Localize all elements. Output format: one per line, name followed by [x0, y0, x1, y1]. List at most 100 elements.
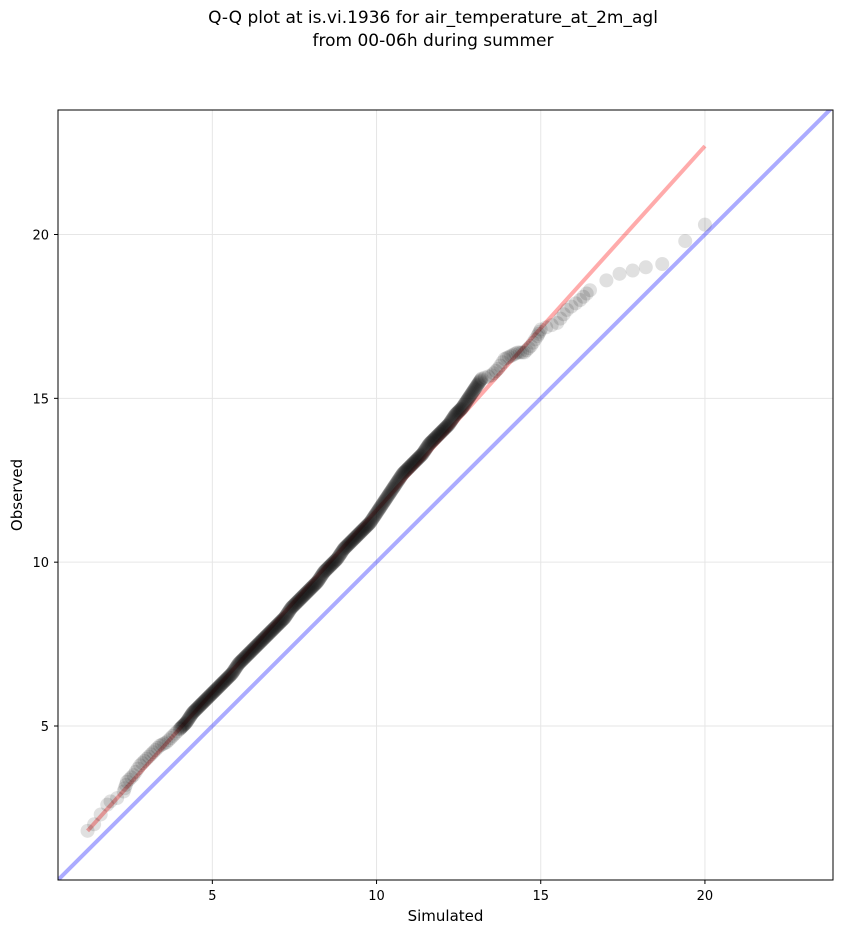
data-point — [530, 329, 545, 344]
data-point-interp — [220, 671, 235, 686]
data-point — [316, 565, 331, 579]
data-point-interp — [268, 620, 283, 635]
data-point-interp — [328, 553, 343, 568]
data-point-interp — [230, 658, 245, 673]
data-point — [395, 466, 410, 481]
data-point-interp — [263, 624, 278, 639]
x-axis-ticks: 5 10 15 20 — [208, 880, 713, 904]
data-point — [323, 558, 338, 573]
data-point-interp — [202, 689, 217, 704]
data-point-interp — [324, 557, 339, 572]
data-point-interp — [420, 440, 435, 455]
data-point — [497, 352, 512, 367]
data-point-interp — [531, 326, 546, 341]
data-point-interp — [248, 640, 263, 655]
data-point-interp — [174, 720, 189, 735]
data-point — [192, 699, 207, 714]
data-point-interp — [262, 625, 277, 640]
data-point — [454, 401, 469, 416]
data-point-interp — [225, 665, 240, 680]
data-point — [599, 273, 614, 288]
data-point-interp — [201, 690, 216, 705]
data-point-interp — [361, 517, 376, 532]
data-point — [152, 738, 167, 753]
data-point-interp — [221, 669, 236, 684]
data-point — [336, 542, 351, 557]
data-point-interp — [414, 447, 429, 462]
fit-line — [86, 144, 707, 833]
data-point-interp — [576, 289, 591, 304]
data-point-interp — [427, 431, 442, 446]
data-point — [517, 345, 532, 360]
data-point-interp — [307, 578, 322, 593]
plot-frame — [57, 109, 834, 881]
data-point-interp — [299, 585, 314, 600]
data-point-interp — [175, 719, 190, 733]
y-tick-label: 10 — [32, 556, 49, 571]
data-point — [264, 623, 279, 638]
data-point-interp — [350, 528, 365, 543]
data-point-interp — [304, 580, 319, 595]
data-point-interp — [287, 597, 302, 612]
data-point-interp — [408, 454, 423, 469]
data-point-interp — [216, 675, 231, 690]
data-point — [582, 283, 597, 298]
data-point-interp — [325, 556, 340, 571]
fit-line-layer — [86, 144, 707, 833]
data-point-interp — [456, 399, 471, 414]
data-point — [441, 417, 456, 432]
data-point-interp — [278, 609, 293, 624]
data-point-interp — [345, 533, 360, 548]
data-point-interp — [370, 504, 385, 519]
data-point-interp — [322, 559, 337, 574]
data-point-interp — [182, 710, 197, 725]
data-point-interp — [240, 647, 255, 662]
data-point-interp — [368, 507, 383, 522]
data-point-interp — [297, 587, 312, 602]
data-point — [205, 686, 220, 701]
data-point-interp — [199, 692, 214, 707]
data-point-interp — [188, 703, 203, 718]
data-point-interp — [313, 570, 328, 585]
data-point-interp — [473, 372, 488, 387]
data-point-interp — [417, 444, 432, 459]
data-point-interp — [263, 625, 278, 640]
data-point — [179, 715, 194, 730]
data-point-interp — [234, 654, 249, 669]
data-point-interp — [426, 432, 441, 447]
data-point-interp — [183, 709, 198, 724]
data-point-interp — [315, 566, 330, 581]
data-point-interp — [393, 470, 408, 485]
data-point-interp — [215, 676, 230, 691]
data-point-interp — [429, 429, 444, 444]
data-point-interp — [407, 454, 422, 469]
data-point-interp — [416, 446, 431, 461]
data-point-interp — [419, 441, 434, 456]
data-point-interp — [209, 682, 224, 697]
data-point-interp — [200, 691, 215, 706]
data-point-interp — [416, 445, 431, 460]
data-point-interp — [438, 420, 453, 435]
data-point-interp — [192, 698, 207, 713]
data-point-interp — [360, 518, 375, 533]
data-point-interp — [170, 724, 185, 739]
data-point — [80, 823, 95, 838]
data-point-interp — [305, 579, 320, 594]
data-point-interp — [223, 668, 238, 683]
data-point-interp — [439, 420, 454, 435]
data-point-interp — [319, 562, 334, 577]
data-point-interp — [339, 539, 354, 554]
data-point-interp — [495, 355, 510, 370]
data-point-interp — [564, 299, 579, 314]
data-point-interp — [344, 534, 359, 549]
data-point-interp — [399, 463, 414, 478]
data-point-interp — [300, 584, 315, 599]
x-tick-label: 5 — [208, 889, 216, 904]
data-point-interp — [253, 635, 268, 650]
data-point-interp — [288, 597, 303, 612]
data-point-interp — [320, 561, 335, 576]
data-point-interp — [413, 449, 428, 464]
data-point-interp — [228, 661, 243, 676]
data-point-interp — [396, 466, 411, 481]
